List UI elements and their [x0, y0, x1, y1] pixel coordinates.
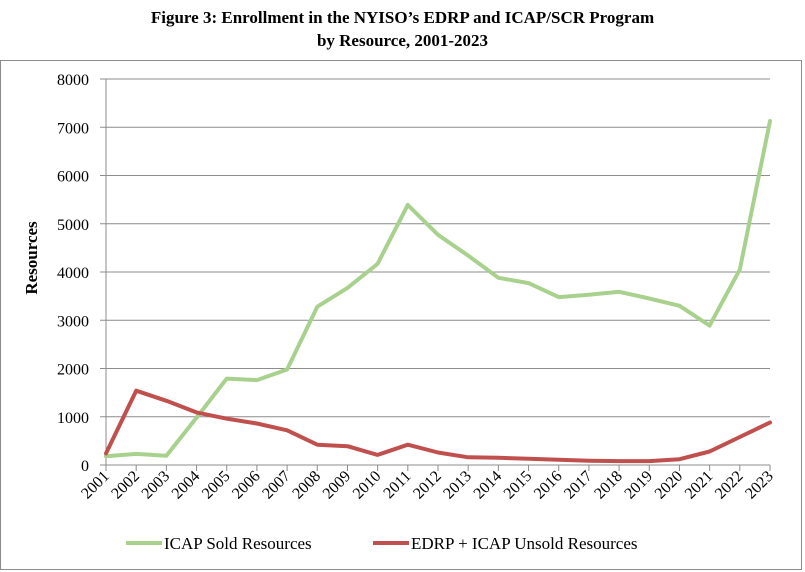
legend-label: EDRP + ICAP Unsold Resources [411, 534, 638, 553]
x-tick-label: 2012 [410, 468, 445, 503]
y-tick-label: 0 [81, 458, 89, 475]
y-tick-label: 6000 [57, 169, 89, 186]
chart-frame [0, 60, 802, 570]
y-tick-label: 3000 [57, 313, 89, 330]
x-tick-label: 2014 [471, 468, 506, 503]
x-tick-label: 2020 [652, 468, 687, 503]
y-tick-labels: 0 1000 2000 3000 4000 5000 6000 7000 8000 [57, 72, 89, 475]
legend: ICAP Sold Resources EDRP + ICAP Unsold Re… [126, 534, 638, 553]
gridlines [106, 78, 770, 418]
x-tick-label: 2017 [561, 468, 596, 503]
x-tick-label: 2007 [259, 468, 294, 503]
x-tick-label: 2021 [682, 468, 717, 503]
series-line-icap-sold [104, 119, 772, 459]
x-tick-label: 2005 [199, 468, 234, 503]
x-tick-label: 2022 [712, 468, 747, 503]
x-tick-label: 2019 [621, 468, 656, 503]
y-tick-label: 1000 [57, 410, 89, 427]
series-line-edrp-icap-unsold [104, 388, 772, 464]
chart-title-line-2: by Resource, 2001-2023 [316, 31, 489, 50]
x-tick-label: 2006 [229, 468, 264, 503]
chart-title-line-1: Figure 3: Enrollment in the NYISO’s EDRP… [150, 8, 655, 27]
x-tick-label: 2008 [289, 468, 324, 503]
legend-label: ICAP Sold Resources [164, 534, 312, 553]
x-tick-label: 2016 [531, 468, 566, 503]
chart-title: Figure 3: Enrollment in the NYISO’s EDRP… [0, 6, 805, 52]
y-tick-label: 8000 [57, 72, 89, 89]
x-tick-label: 2023 [742, 468, 777, 503]
series-lines [104, 119, 772, 464]
x-tick-label: 2009 [320, 468, 355, 503]
y-tick-label: 4000 [57, 265, 89, 282]
x-tick-label: 2003 [139, 468, 174, 503]
x-tick-label: 2015 [501, 468, 536, 503]
x-tick-label: 2018 [591, 468, 626, 503]
x-tick-label: 2010 [350, 468, 385, 503]
y-tick-label: 7000 [57, 120, 89, 137]
x-tick-label: 2011 [380, 468, 414, 502]
axes [100, 78, 771, 471]
y-tick-label: 5000 [57, 217, 89, 234]
x-tick-label: 2004 [169, 468, 204, 503]
y-tick-label: 2000 [57, 362, 89, 379]
x-tick-label: 2002 [108, 468, 143, 503]
x-tick-label: 2013 [440, 468, 475, 503]
y-axis-label: Resources [22, 221, 41, 295]
x-tick-labels: 2001200220032004200520062007200820092010… [78, 468, 777, 503]
